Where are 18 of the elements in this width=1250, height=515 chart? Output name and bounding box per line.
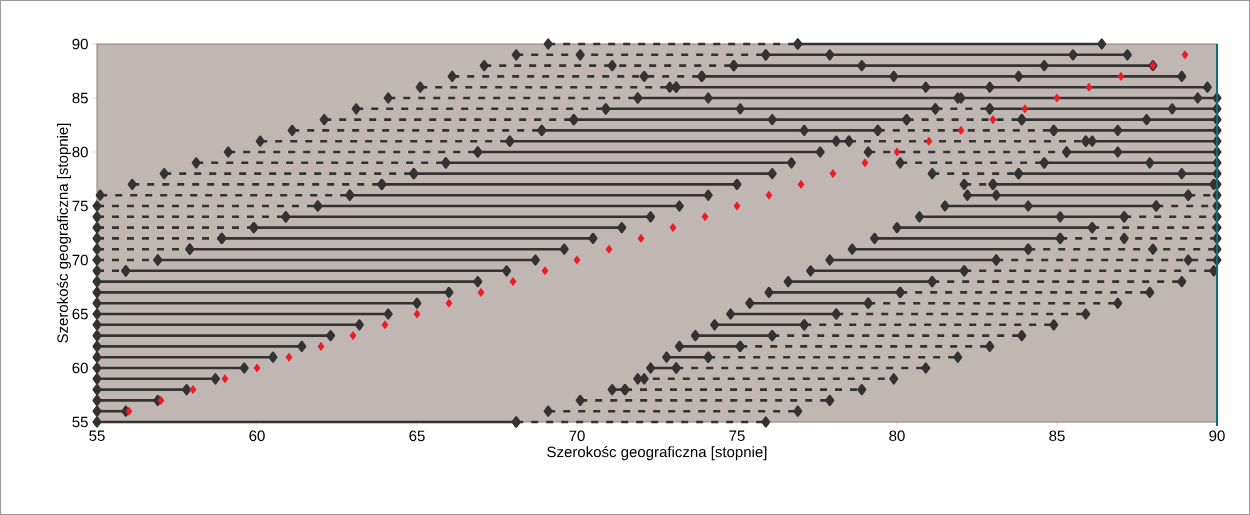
- y-tick-label: 70: [72, 254, 88, 266]
- y-axis-title: Szerokośc geograficzna [stopnie]: [56, 123, 71, 343]
- y-tick-label: 55: [72, 416, 88, 428]
- y-tick-label: 60: [72, 362, 88, 374]
- x-tick-label: 60: [249, 430, 265, 442]
- x-tick-label: 70: [569, 430, 585, 442]
- y-tick-label: 80: [72, 146, 88, 158]
- y-tick-label: 85: [72, 92, 88, 104]
- y-tick-label: 90: [72, 38, 88, 50]
- x-tick-label: 90: [1209, 430, 1225, 442]
- x-tick-label: 65: [409, 430, 425, 442]
- x-tick-label: 85: [1049, 430, 1065, 442]
- x-tick-label: 75: [729, 430, 745, 441]
- x-axis-title: Szerokośc geograficzna [stopnie]: [547, 446, 767, 461]
- x-tick-label: 55: [89, 430, 105, 441]
- x-tick-label: 80: [889, 430, 905, 442]
- y-tick-label: 75: [72, 200, 88, 212]
- y-tick-label: 65: [72, 308, 88, 320]
